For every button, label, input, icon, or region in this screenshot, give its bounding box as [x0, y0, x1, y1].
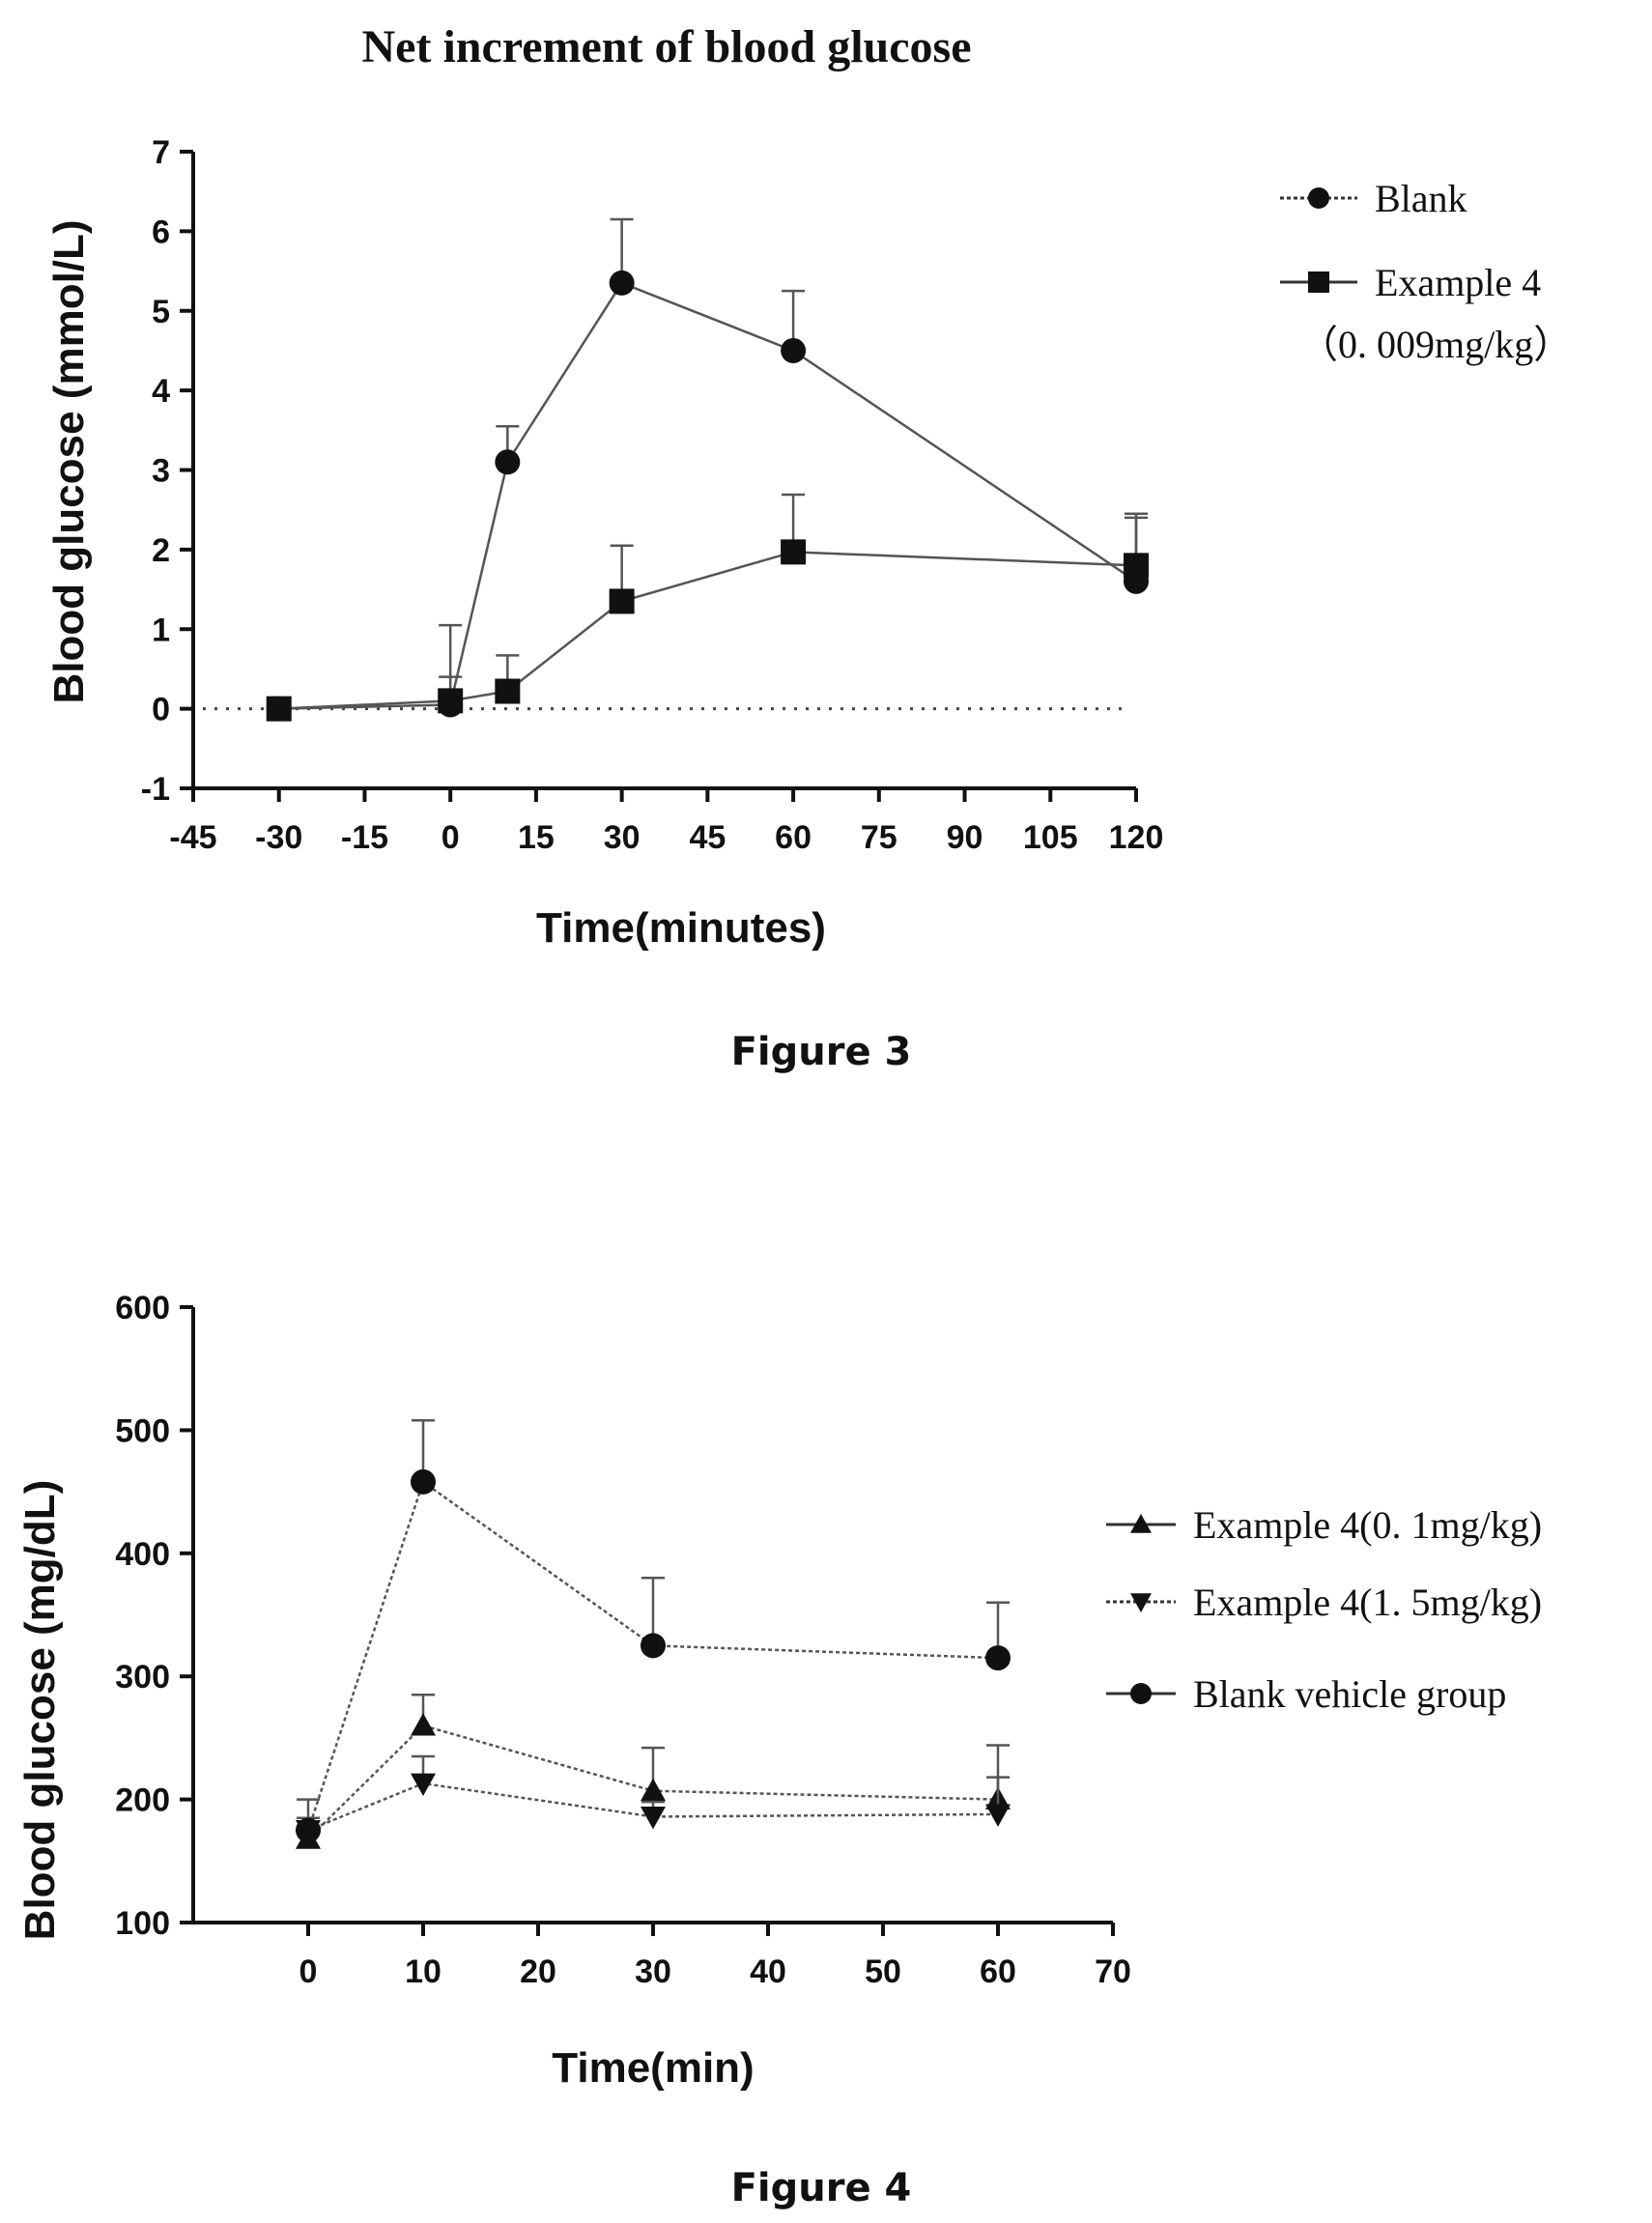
- legend-item-2: Blank vehicle group: [1106, 1672, 1506, 1716]
- x-tick-label: 120: [1109, 819, 1164, 856]
- data-point: [411, 1468, 436, 1495]
- data-point: [609, 588, 635, 614]
- y-tick-label: 200: [115, 1782, 170, 1819]
- x-tick-label: 30: [604, 819, 641, 856]
- data-point: [411, 1773, 436, 1797]
- y-tick-label: 500: [115, 1412, 170, 1449]
- legend-item-0: Blank: [1280, 177, 1467, 220]
- x-tick-label: 75: [861, 819, 897, 856]
- y-tick-label: 3: [152, 453, 170, 490]
- legend-label: Blank vehicle group: [1193, 1672, 1506, 1716]
- legend-label-line2: （0. 009mg/kg）: [1299, 323, 1572, 366]
- data-point: [296, 1817, 321, 1843]
- data-point: [641, 1633, 666, 1659]
- y-tick-label: 400: [115, 1536, 170, 1573]
- figure-3: Net increment of blood glucose -45 -30 -15…: [0, 0, 1652, 1101]
- figure-caption: Figure 4: [731, 2166, 912, 2210]
- y-tick-label: 6: [152, 214, 170, 250]
- series-line: [307, 1724, 999, 1840]
- figure-4-chart: 0 10 20 30 40 50 60 70 100 200 300 400 500 600 Exampl…: [16, 1290, 1542, 2210]
- data-point: [781, 539, 807, 565]
- data-point: [781, 337, 807, 363]
- legend-marker: [1130, 1514, 1152, 1533]
- legend-marker: [1130, 1593, 1152, 1612]
- y-tick-label: 0: [152, 692, 170, 728]
- x-tick-label: 40: [750, 1953, 786, 1990]
- x-tick-label: -15: [341, 819, 388, 856]
- x-tick-label: 90: [947, 819, 983, 856]
- x-tick-label: 20: [520, 1953, 556, 1990]
- series-1: [296, 1754, 1011, 1843]
- x-tick-label: 50: [865, 1953, 901, 1990]
- figure-caption: Figure 3: [731, 1030, 912, 1074]
- x-tick-label: 105: [1023, 819, 1078, 856]
- x-axis-label: Time(min): [552, 2044, 754, 2092]
- y-tick-label: 2: [152, 532, 170, 569]
- data-point: [495, 449, 521, 475]
- series-line: [306, 1479, 999, 1831]
- series-2: [296, 1418, 1011, 1843]
- series-1: [266, 493, 1149, 722]
- series-line: [278, 551, 1137, 710]
- series-line: [307, 1781, 999, 1832]
- x-tick-label: 60: [980, 1953, 1016, 1990]
- y-tick-label: 4: [152, 373, 170, 410]
- x-tick-label: -30: [255, 819, 302, 856]
- x-tick-label: 70: [1095, 1953, 1131, 1990]
- data-point: [438, 688, 464, 714]
- data-point: [985, 1804, 1011, 1827]
- legend-marker: [1130, 1683, 1152, 1704]
- x-tick-label: 60: [775, 819, 812, 856]
- legend-item-0: Example 4(0. 1mg/kg): [1106, 1503, 1542, 1547]
- data-point: [985, 1645, 1011, 1671]
- y-tick-label: 100: [115, 1905, 170, 1942]
- data-point: [609, 270, 635, 296]
- y-tick-label: 5: [152, 294, 170, 330]
- x-tick-label: 30: [635, 1953, 671, 1990]
- x-tick-label: 0: [299, 1953, 318, 1990]
- y-tick-label: 1: [152, 612, 170, 648]
- legend-label: Example 4(0. 1mg/kg): [1193, 1503, 1542, 1547]
- legend-marker: [1308, 271, 1329, 293]
- data-point: [641, 1778, 666, 1802]
- x-axis-label: Time(minutes): [536, 904, 826, 952]
- data-point: [411, 1713, 436, 1736]
- x-tick-label: 10: [405, 1953, 441, 1990]
- data-point: [641, 1807, 666, 1830]
- legend-item-1: Example 4(1. 5mg/kg): [1106, 1581, 1542, 1624]
- series-0: [266, 217, 1149, 722]
- figure-4: 0 10 20 30 40 50 60 70 100 200 300 400 500 600 Exampl…: [0, 1188, 1652, 2223]
- chart-title: Net increment of blood glucose: [361, 21, 971, 72]
- figure-3-chart: Net increment of blood glucose -45 -30 -15…: [45, 21, 1572, 1074]
- y-tick-label: 300: [115, 1659, 170, 1696]
- y-tick-label: 7: [152, 134, 170, 171]
- y-tick-label: 600: [115, 1290, 170, 1326]
- legend-label: Blank: [1375, 177, 1467, 220]
- y-axis-label: Blood glucose (mmol/L): [45, 219, 93, 703]
- data-point: [495, 678, 521, 704]
- legend-item-1: Example 4 （0. 009mg/kg）: [1280, 261, 1572, 366]
- x-tick-label: 45: [689, 819, 726, 856]
- data-point: [1124, 553, 1149, 579]
- legend-label: Example 4: [1375, 261, 1541, 304]
- x-tick-label: -45: [169, 819, 216, 856]
- x-tick-label: 0: [441, 819, 460, 856]
- y-axis-label: Blood glucose (mg/dL): [16, 1480, 64, 1941]
- legend-label: Example 4(1. 5mg/kg): [1193, 1581, 1542, 1624]
- y-tick-label: -1: [141, 771, 170, 808]
- legend-marker: [1308, 187, 1329, 209]
- series-line: [278, 281, 1137, 710]
- data-point: [266, 696, 292, 722]
- x-tick-label: 15: [518, 819, 555, 856]
